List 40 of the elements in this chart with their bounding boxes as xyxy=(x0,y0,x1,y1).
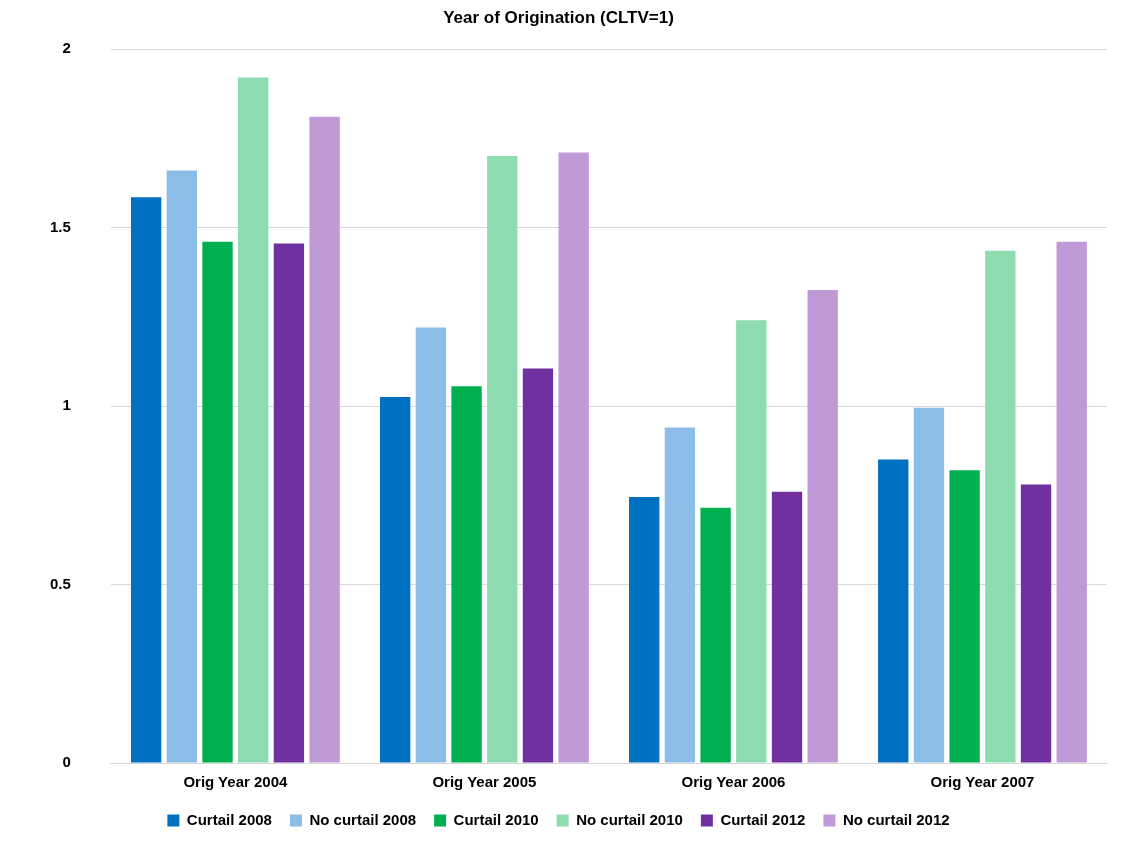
bar xyxy=(202,241,233,763)
bar xyxy=(487,156,518,763)
bar xyxy=(807,289,838,763)
legend-label: Curtail 2010 xyxy=(453,810,539,828)
bar xyxy=(1056,241,1087,763)
legend-label: Curtail 2008 xyxy=(186,810,272,828)
legend-label: No curtail 2008 xyxy=(309,810,417,828)
bar xyxy=(522,368,554,763)
y-tick-label: 0 xyxy=(62,753,71,771)
bar xyxy=(736,320,767,763)
bar xyxy=(451,386,482,763)
bar xyxy=(238,77,269,763)
bar xyxy=(309,116,340,763)
y-tick-label: 1 xyxy=(62,396,71,414)
bar xyxy=(878,459,909,763)
bar xyxy=(664,427,696,763)
x-tick-label: Orig Year 2006 xyxy=(681,773,786,791)
bar xyxy=(380,397,411,763)
legend-label: Curtail 2012 xyxy=(720,810,806,828)
bar xyxy=(166,170,197,763)
bar xyxy=(913,407,945,763)
chart-title: Year of Origination (CLTV=1) xyxy=(443,8,674,28)
y-tick-label: 0.5 xyxy=(49,574,71,592)
bar xyxy=(771,491,803,763)
bar xyxy=(700,507,731,763)
bar xyxy=(949,470,980,763)
x-tick-label: Orig Year 2004 xyxy=(183,773,289,791)
bar xyxy=(558,152,589,763)
y-tick-label: 1.5 xyxy=(49,217,71,235)
bar xyxy=(985,250,1016,763)
legend-label: No curtail 2010 xyxy=(576,810,683,828)
y-tick-label: 2 xyxy=(62,39,71,57)
bar xyxy=(1020,484,1052,763)
bar xyxy=(273,243,305,763)
bar xyxy=(415,327,447,763)
legend-label: No curtail 2012 xyxy=(842,810,950,828)
bar xyxy=(130,197,162,763)
x-tick-label: Orig Year 2005 xyxy=(432,773,537,791)
bar xyxy=(629,497,660,763)
x-tick-label: Orig Year 2007 xyxy=(930,773,1035,791)
